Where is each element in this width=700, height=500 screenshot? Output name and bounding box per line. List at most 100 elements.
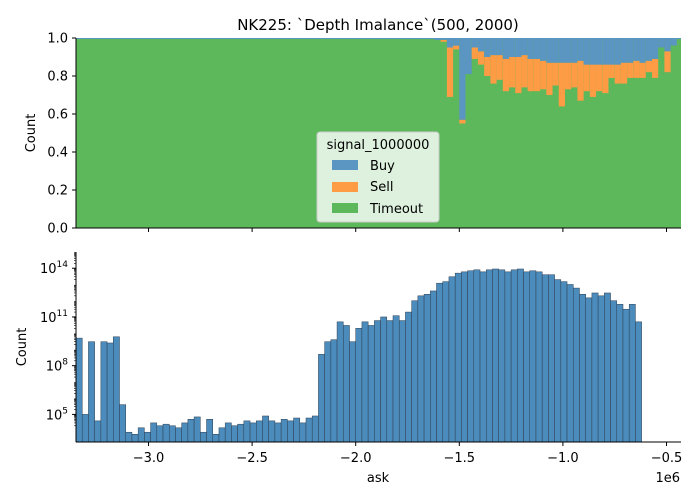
x-tick-label: −2.0: [340, 451, 372, 466]
histogram-bar: [200, 431, 207, 443]
legend-label-buy: Buy: [370, 159, 395, 174]
histogram-bar: [448, 276, 456, 443]
buy-bar: [620, 38, 628, 63]
histogram-bar: [324, 341, 332, 443]
sell-bar: [496, 55, 503, 80]
buy-bar: [440, 38, 447, 40]
histogram-bar: [237, 423, 245, 443]
buy-bar: [546, 38, 553, 63]
top-y-tick-label: 0.6: [47, 108, 68, 123]
histogram-bar: [287, 420, 294, 443]
histogram-bar: [361, 321, 369, 443]
histogram-bar: [150, 422, 158, 443]
sell-bar: [459, 119, 466, 124]
histogram-bar: [367, 325, 375, 443]
top-y-tick-label: 0.0: [47, 222, 68, 237]
histogram-bar: [218, 427, 226, 443]
x-tick-label: −0.5: [651, 451, 683, 466]
buy-bar: [527, 38, 534, 59]
buy-bar: [614, 38, 621, 65]
histogram-bar: [144, 431, 151, 443]
histogram-bar: [430, 290, 437, 443]
sell-bar: [571, 62, 578, 88]
legend: signal_1000000 Buy Sell Timeout: [316, 131, 440, 223]
buy-bar: [596, 38, 603, 65]
x-tick-label: −3.0: [133, 451, 165, 466]
histogram-bar: [231, 425, 238, 443]
sell-bar: [614, 64, 621, 84]
buy-bar: [496, 38, 503, 56]
histogram-bar: [162, 423, 170, 443]
histogram-bar: [529, 270, 537, 443]
sell-bar: [633, 60, 640, 78]
chart-title: NK225: `Depth Imalance`(500, 2000): [237, 16, 519, 34]
bottom-y-axis-label: Count: [15, 328, 30, 367]
sell-bar: [546, 62, 553, 95]
histogram-bar: [411, 300, 419, 443]
top-y-axis-label: Count: [24, 114, 39, 153]
buy-bar: [558, 38, 565, 63]
histogram-bar: [268, 420, 276, 443]
histogram-bar: [579, 294, 586, 443]
bottom-axes: −3.0 −2.5 −2.0 −1.5 −1.0 −0.5 105 108 1011 1014: [40, 252, 682, 466]
histogram-bar: [622, 308, 630, 443]
sell-bar: [577, 60, 584, 101]
y-tick-label: 1011: [40, 309, 68, 326]
histogram-bar: [243, 420, 251, 443]
sell-bar: [651, 58, 659, 78]
histogram-bar: [100, 341, 108, 443]
y-tick-label: 108: [46, 358, 69, 375]
buy-bar: [502, 38, 510, 59]
histogram-bar: [305, 417, 313, 443]
buy-bar: [552, 38, 559, 63]
histogram-bar: [554, 279, 562, 443]
sell-bar: [620, 62, 628, 84]
histogram-bar: [125, 431, 133, 443]
buy-bar: [571, 38, 578, 63]
sell-bar: [515, 57, 522, 94]
sell-bar: [664, 51, 671, 73]
y-tick-label: 105: [46, 406, 68, 423]
buy-bar: [515, 38, 522, 57]
histogram-bar: [88, 341, 95, 443]
sell-bar: [645, 60, 652, 73]
sell-bar: [477, 51, 485, 65]
sell-bar: [602, 64, 609, 94]
buy-bar: [465, 38, 472, 75]
top-y-tick-label: 1.0: [47, 32, 68, 47]
y-tick-exponent: 5: [62, 406, 68, 416]
buy-bar: [434, 38, 441, 40]
x-tick-label: −1.5: [444, 451, 476, 466]
sell-bar: [558, 62, 565, 107]
histogram-bar: [535, 271, 543, 443]
bottom-bars: [75, 268, 642, 443]
histogram-bar: [398, 320, 406, 443]
histogram-bar: [175, 427, 182, 443]
top-y-tick-label: 0.4: [47, 146, 68, 161]
legend-swatch-buy: [332, 160, 358, 170]
histogram-bar: [137, 427, 145, 443]
top-bars: [76, 38, 681, 228]
buy-bar: [639, 38, 646, 63]
sell-bar: [639, 62, 646, 78]
top-y-tick-label: 0.2: [47, 184, 68, 199]
sell-bar: [527, 58, 534, 92]
histogram-bar: [355, 328, 363, 443]
sell-bar: [471, 47, 478, 59]
buy-bar: [583, 38, 590, 65]
sell-bar: [589, 64, 597, 97]
legend-swatch-sell: [332, 182, 358, 192]
histogram-bar: [442, 281, 450, 443]
histogram-bar: [467, 270, 475, 443]
histogram-bar: [336, 321, 344, 443]
histogram-bar: [628, 304, 636, 443]
buy-bar: [633, 38, 640, 61]
buy-bar: [564, 38, 572, 63]
histogram-bar: [131, 434, 139, 443]
legend-label-timeout: Timeout: [369, 202, 423, 217]
histogram-bar: [436, 282, 443, 443]
buy-bar: [484, 38, 491, 57]
sell-bar: [627, 62, 634, 78]
sell-bar: [540, 60, 547, 90]
bottom-chart: −3.0 −2.5 −2.0 −1.5 −1.0 −0.5 105 108 1011 1014 C…: [15, 252, 682, 486]
